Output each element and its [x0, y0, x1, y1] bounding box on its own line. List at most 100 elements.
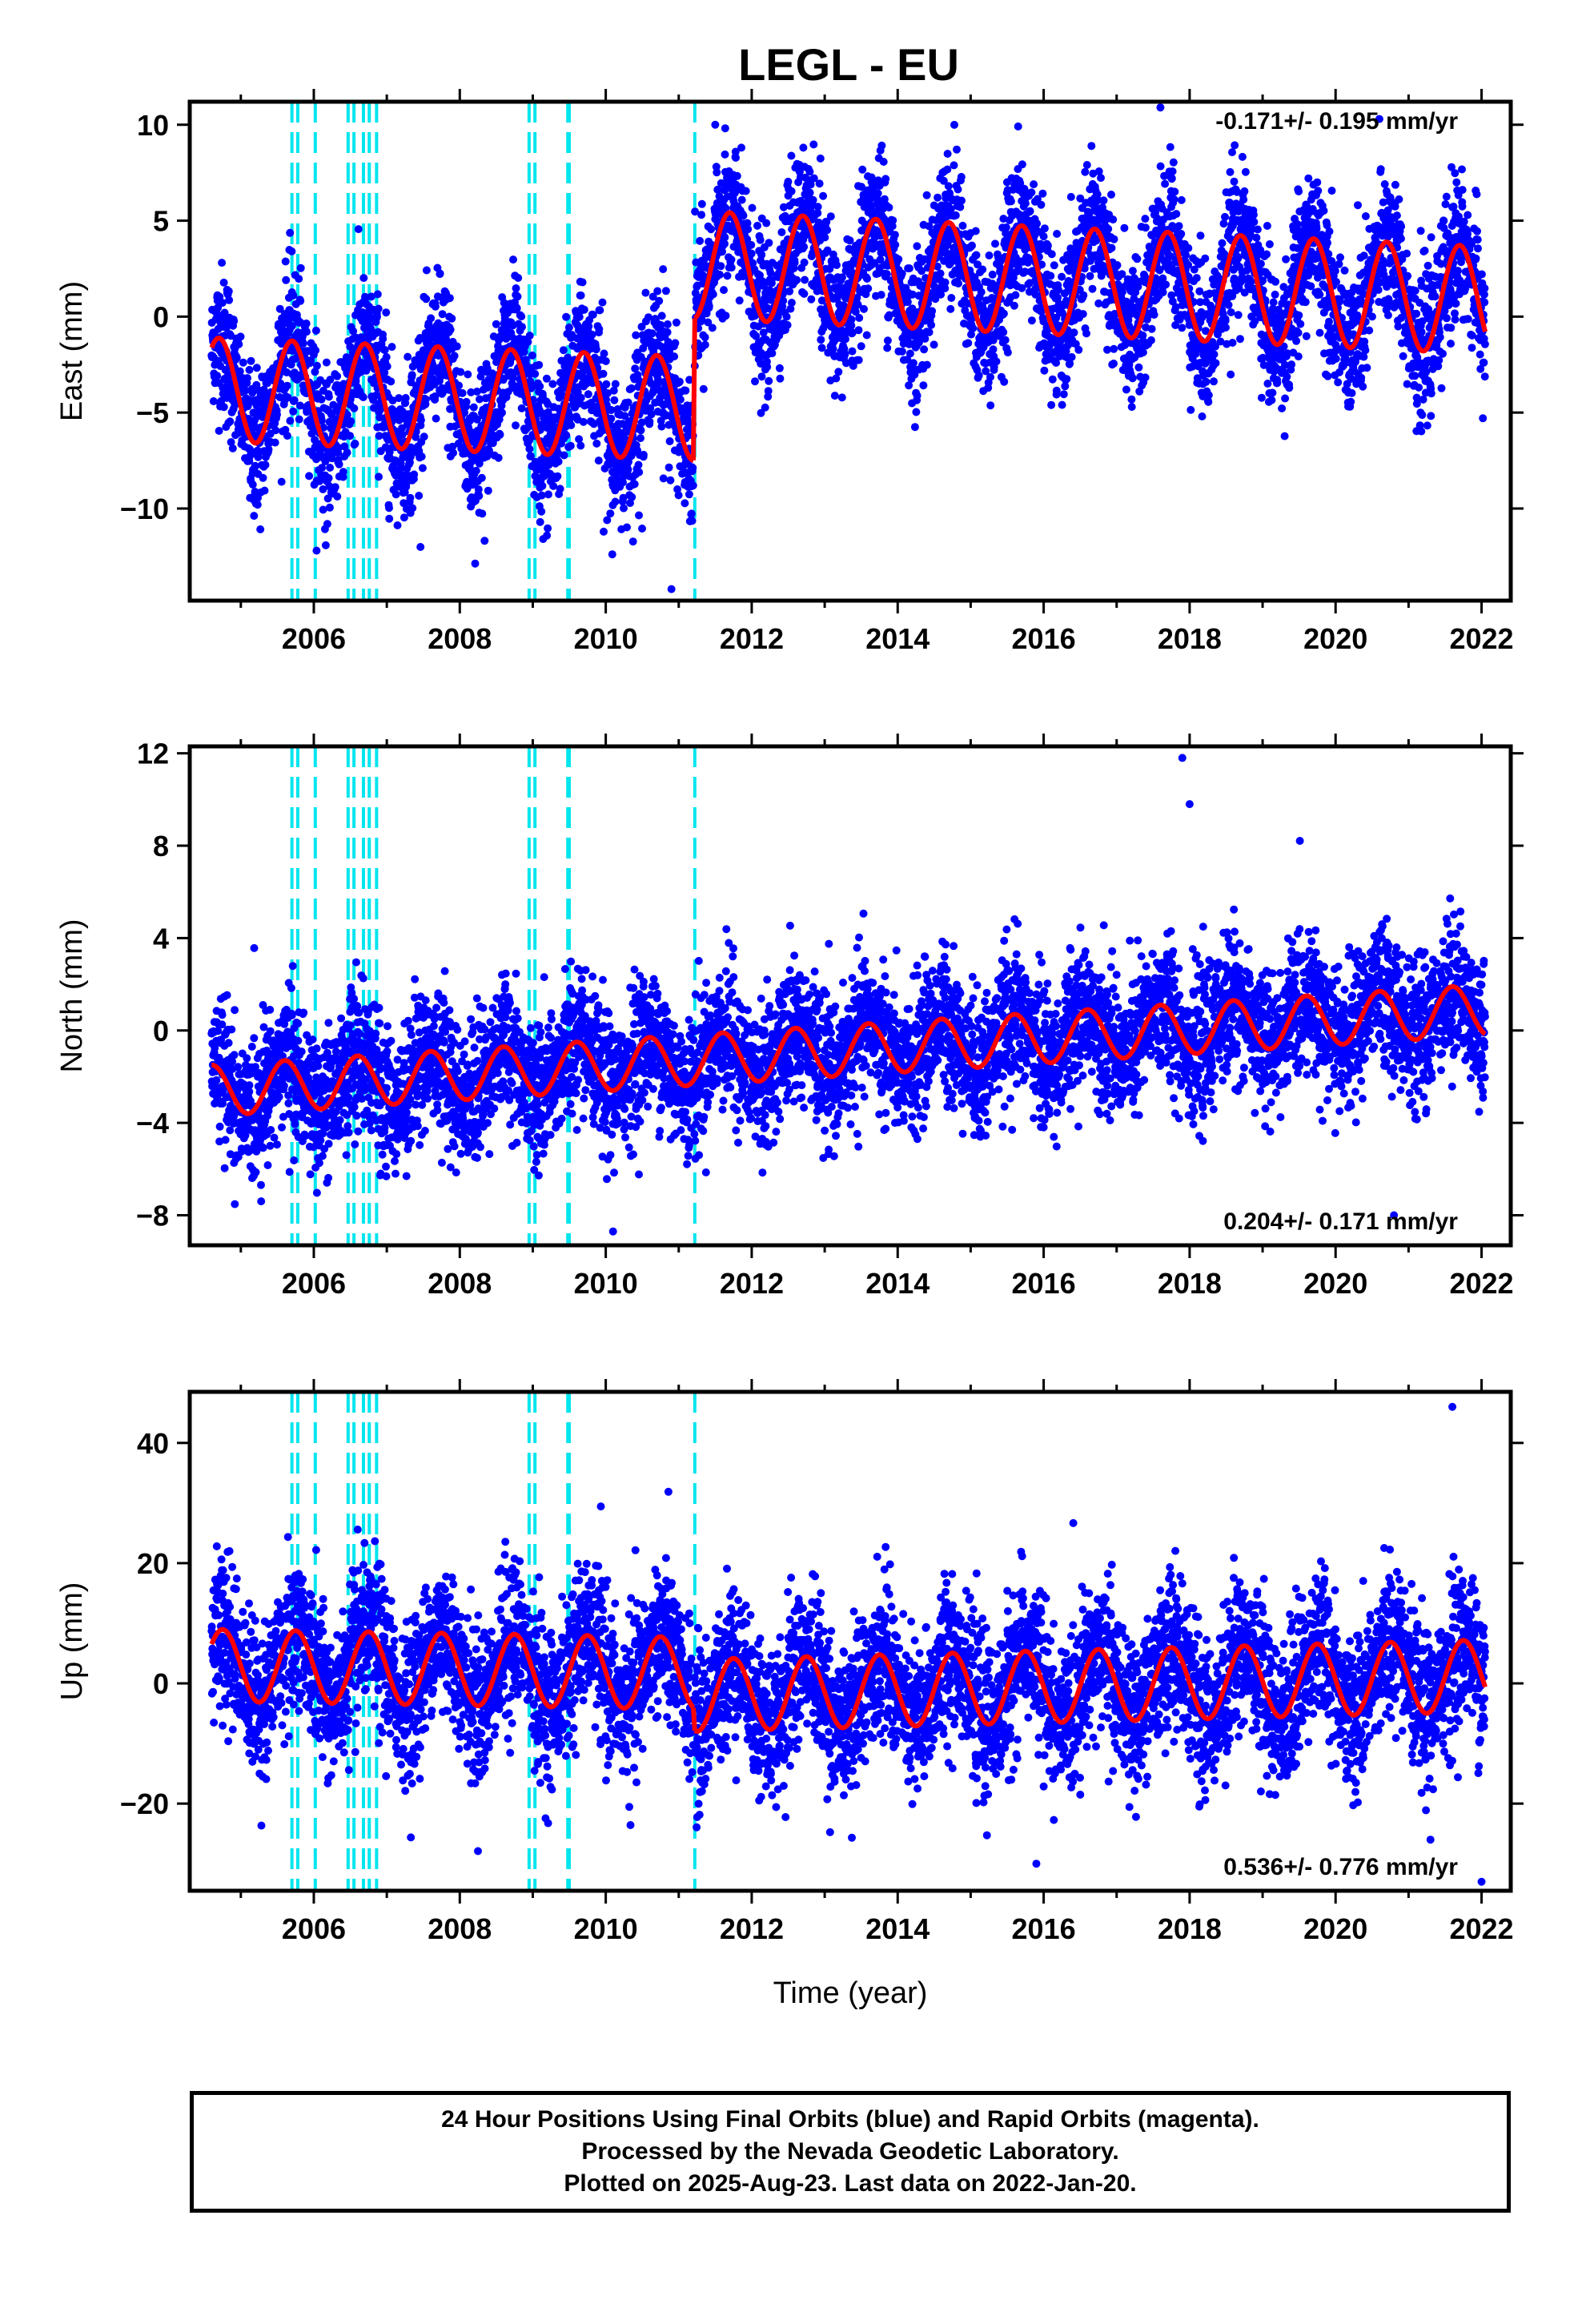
position-point: [985, 251, 994, 259]
position-point: [897, 347, 906, 356]
position-point: [977, 287, 986, 296]
position-point: [553, 472, 562, 480]
position-point: [295, 415, 303, 424]
position-point: [897, 269, 906, 278]
position-point: [485, 446, 493, 455]
position-point: [783, 320, 792, 329]
position-point: [464, 370, 472, 379]
position-point: [1138, 348, 1147, 356]
position-point: [400, 513, 408, 522]
position-point: [592, 439, 601, 448]
position-point: [1156, 162, 1165, 171]
position-point: [817, 336, 825, 344]
position-point: [992, 357, 1001, 366]
position-point: [305, 472, 314, 480]
position-point: [331, 483, 339, 492]
position-point: [968, 241, 976, 250]
position-point: [286, 228, 295, 237]
position-point: [287, 322, 296, 330]
position-point: [764, 387, 773, 396]
position-point: [833, 261, 841, 269]
position-point: [1037, 200, 1046, 209]
position-point: [1168, 167, 1177, 175]
position-point: [544, 490, 552, 499]
position-point: [579, 417, 588, 426]
position-point: [891, 240, 900, 249]
position-point: [950, 161, 958, 170]
position-point: [737, 195, 746, 204]
position-point: [245, 365, 254, 374]
position-point: [222, 324, 231, 332]
position-point: [600, 349, 608, 358]
position-point: [707, 225, 716, 234]
position-point: [456, 368, 465, 376]
position-point: [517, 404, 526, 412]
position-point: [864, 284, 873, 293]
position-point: [1043, 241, 1052, 250]
position-point: [819, 191, 828, 200]
position-point: [289, 292, 298, 300]
position-point: [727, 255, 736, 264]
position-point: [943, 150, 952, 158]
position-point: [665, 437, 674, 445]
position-point: [632, 331, 640, 340]
position-point: [538, 481, 547, 490]
position-point: [448, 442, 457, 451]
position-point: [215, 427, 223, 435]
position-point: [576, 291, 585, 300]
position-point: [602, 380, 611, 388]
position-point: [905, 264, 913, 273]
position-point: [894, 255, 903, 263]
position-point: [1048, 375, 1057, 384]
position-point: [508, 373, 517, 382]
position-point: [295, 401, 304, 410]
position-point: [469, 403, 478, 412]
position-point: [230, 316, 239, 325]
position-point: [1170, 187, 1179, 196]
position-point: [385, 504, 393, 513]
position-point: [471, 559, 480, 568]
position-point: [525, 332, 534, 340]
position-point: [396, 459, 405, 468]
position-point: [1118, 287, 1126, 296]
position-point: [317, 395, 326, 404]
position-point: [544, 524, 552, 533]
position-point: [638, 525, 646, 533]
position-point: [1052, 386, 1061, 395]
position-point: [974, 371, 983, 380]
position-point: [801, 275, 809, 284]
position-point: [821, 233, 829, 242]
position-point: [451, 422, 460, 431]
position-point: [991, 239, 999, 248]
position-point: [1107, 191, 1115, 199]
position-point: [1201, 254, 1210, 263]
position-point: [732, 154, 740, 162]
position-point: [247, 356, 255, 365]
position-point: [1088, 284, 1097, 293]
position-point: [636, 434, 644, 443]
position-point: [248, 480, 257, 489]
position-point: [251, 461, 259, 470]
position-point: [877, 141, 886, 150]
position-point: [1184, 243, 1193, 252]
position-point: [720, 286, 728, 295]
position-point: [1186, 405, 1195, 414]
position-point: [815, 179, 824, 188]
position-point: [776, 374, 785, 383]
position-point: [496, 430, 504, 439]
position-point: [420, 432, 428, 441]
position-point: [1141, 223, 1150, 232]
position-point: [296, 296, 305, 305]
position-point: [275, 304, 284, 313]
position-point: [854, 326, 863, 335]
position-point: [349, 327, 358, 336]
position-point: [999, 328, 1008, 336]
position-point: [592, 345, 600, 354]
position-point: [611, 380, 620, 388]
position-point: [600, 527, 608, 536]
position-point: [922, 191, 931, 199]
position-point: [283, 381, 291, 390]
position-point: [657, 312, 666, 320]
position-point: [531, 369, 540, 378]
